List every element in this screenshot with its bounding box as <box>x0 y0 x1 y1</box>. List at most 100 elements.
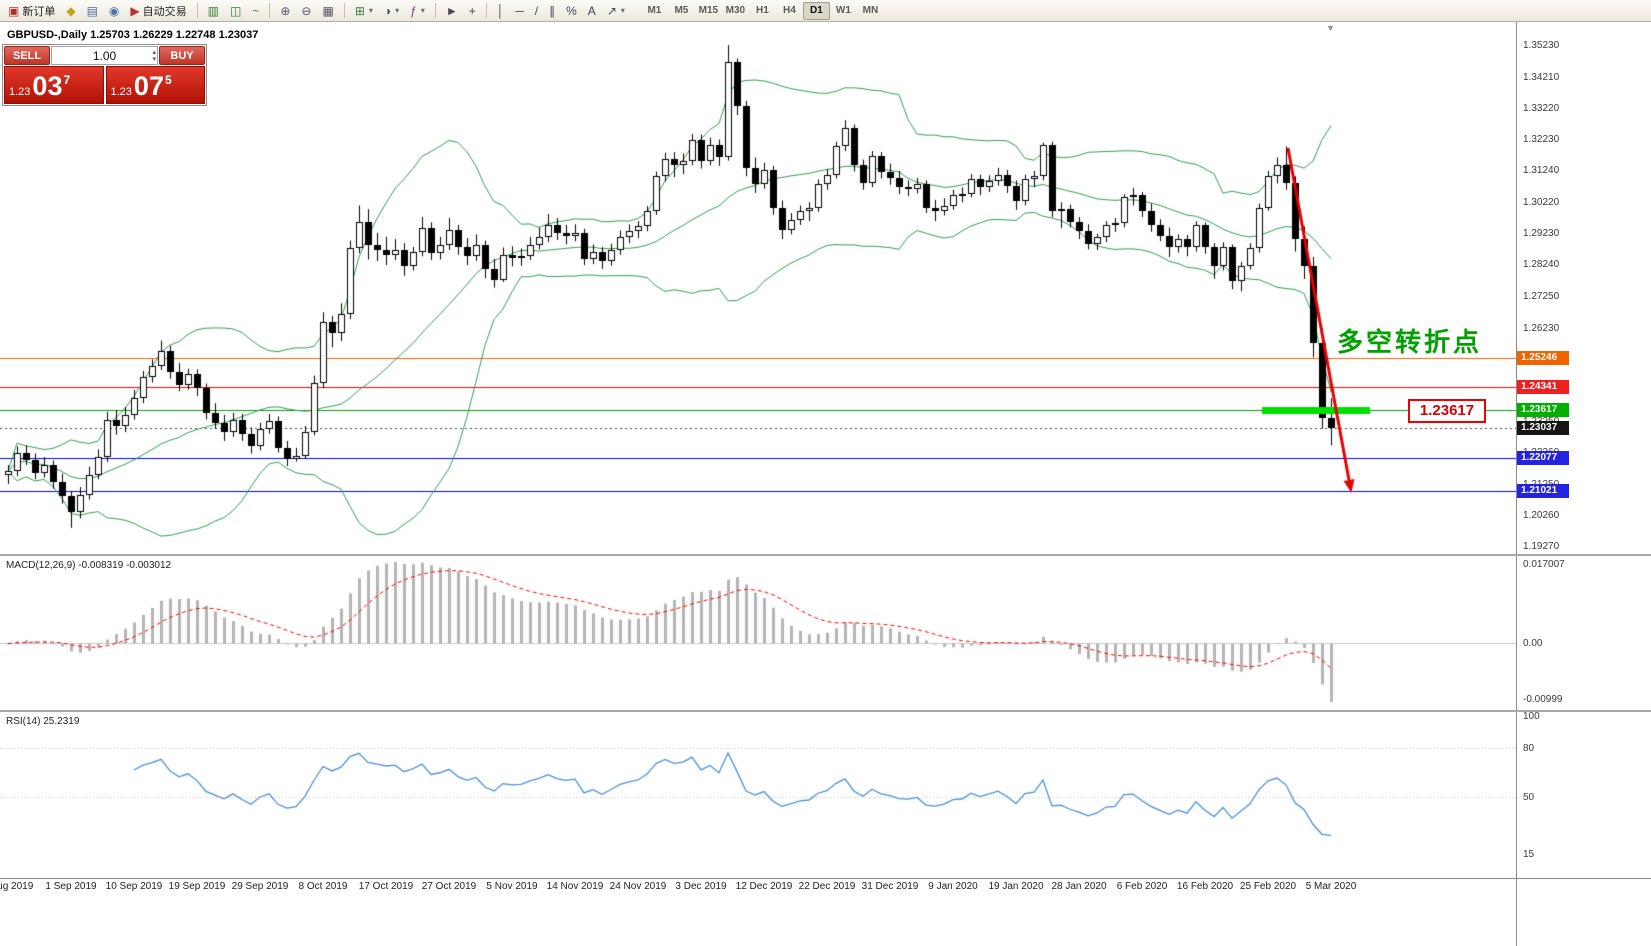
macd-panel-canvas[interactable] <box>0 556 1516 708</box>
navigator-button[interactable]: ◉ <box>104 1 124 20</box>
vertical-line-button[interactable]: │ <box>492 1 510 20</box>
date-label: 3 Dec 2019 <box>675 881 727 892</box>
panel-separator[interactable] <box>0 554 1651 556</box>
indicators-dropdown-icon[interactable]: ▾ <box>420 6 425 15</box>
horizontal-line-icon: ─ <box>515 3 524 18</box>
timeframe-m1-button[interactable]: M1 <box>641 2 668 20</box>
date-label: 31 Dec 2019 <box>861 881 919 892</box>
rsi-scale-label: 80 <box>1523 743 1535 755</box>
date-label: 8 Oct 2019 <box>298 881 348 892</box>
toolbar-separator <box>485 3 487 18</box>
indicators-icon: ƒ <box>410 3 417 18</box>
main-chart-canvas[interactable] <box>0 22 1516 554</box>
price-scale-label: 1.30220 <box>1523 197 1560 209</box>
spinner-up-icon[interactable]: ▴ <box>152 48 156 56</box>
price-scale-label: 1.27250 <box>1523 290 1560 302</box>
candlestick-chart-button[interactable]: ◫ <box>225 1 246 20</box>
metaeditor-button[interactable]: ◆ <box>61 1 80 20</box>
fibonacci-button[interactable]: % <box>561 1 582 20</box>
new-chart-dropdown-icon[interactable]: ▾ <box>368 6 373 15</box>
rsi-panel-canvas[interactable] <box>0 712 1516 878</box>
horizontal-line-button[interactable]: ─ <box>510 1 529 20</box>
price-level-tag[interactable]: 1.23617 <box>1408 399 1486 423</box>
toolbar-separator <box>343 3 345 18</box>
date-label: 25 Feb 2020 <box>1239 881 1297 892</box>
ask-price-box[interactable]: 1.23 07 5 <box>105 66 205 104</box>
date-label: 14 Nov 2019 <box>546 881 604 892</box>
zoom-in-button[interactable]: ⊕ <box>275 1 295 20</box>
chart-area[interactable]: 1.35230 1.34210 1.33220 1.32230 1.31240 1.302… <box>0 22 1651 946</box>
date-label: 9 Jan 2020 <box>928 881 978 892</box>
autotrading-icon: ▶ <box>130 3 140 18</box>
new-order-icon: ▣ <box>8 3 20 18</box>
ask-prefix: 1.23 <box>110 86 132 98</box>
axis-separator <box>0 878 1651 879</box>
price-scale-label: 1.28240 <box>1523 259 1560 271</box>
one-click-header: SELL 1.00 ▴ ▾ BUY <box>4 46 205 65</box>
timeframe-m15-button[interactable]: M15 <box>695 2 722 20</box>
toolbar: ▣ 新订单 ◆ ▤ ◉ ▶ 自动交易 ▥ ◫ ~ ⊕ ⊖ ▦ ⊞ ▾ ◑ ▾ ƒ ▾ ► + │ ─ / ∥% A ↗ ▾ M1 M5 M1… <box>0 0 1651 22</box>
navigator-icon: ◉ <box>108 3 120 18</box>
text-label-button[interactable]: A <box>583 1 601 20</box>
bid-big-figure: 03 <box>32 71 63 101</box>
equidistant-channel-button[interactable]: ∥ <box>544 1 560 20</box>
toolbar-separator <box>434 3 436 18</box>
trend-line-button[interactable]: / <box>530 1 543 20</box>
timeframe-d1-button[interactable]: D1 <box>802 1 830 20</box>
sell-button[interactable]: SELL <box>4 46 50 65</box>
timeframe-m5-button[interactable]: M5 <box>668 2 695 20</box>
equidistant-channel-icon: ∥ <box>549 3 556 18</box>
bid-price-box[interactable]: 1.23 03 7 <box>4 66 104 104</box>
timeframe-m30-button[interactable]: M30 <box>722 2 749 20</box>
line-chart-icon: ~ <box>252 3 260 18</box>
profiles-icon: ◑ <box>383 3 392 18</box>
arrow-objects-icon: ↗ <box>606 3 617 18</box>
crosshair-button[interactable]: + <box>464 1 481 20</box>
turning-point-annotation: 多空转折点 <box>1337 327 1483 357</box>
timeframe-mn-button[interactable]: MN <box>857 2 884 20</box>
tile-windows-button[interactable]: ▦ <box>317 1 338 20</box>
toolbar-separator <box>196 3 198 18</box>
price-scale-label: 1.26230 <box>1523 322 1560 334</box>
timeframe-h4-button[interactable]: H4 <box>776 2 803 20</box>
bar-chart-button[interactable]: ▥ <box>203 1 224 20</box>
time-axis[interactable]: 2 Aug 2019 1 Sep 2019 10 Sep 2019 19 Sep 20… <box>0 881 1516 897</box>
timeframe-w1-button[interactable]: W1 <box>830 2 857 20</box>
date-label: 19 Sep 2019 <box>168 881 226 892</box>
price-badge: 1.23617 <box>1517 403 1569 417</box>
macd-indicator-label: MACD(12,26,9) -0.008319 -0.003012 <box>6 560 172 571</box>
panel-separator[interactable] <box>0 710 1651 712</box>
date-label: 19 Jan 2020 <box>988 881 1044 892</box>
bid-pip-digit: 7 <box>63 73 71 87</box>
indicators-button[interactable]: ƒ ▾ <box>405 1 430 20</box>
rsi-indicator-label: RSI(14) 25.2319 <box>6 716 80 727</box>
market-watch-button[interactable]: ▤ <box>82 1 103 20</box>
zoom-out-button[interactable]: ⊖ <box>296 1 316 20</box>
price-scale-label: 1.35230 <box>1523 40 1560 52</box>
arrow-objects-button[interactable]: ↗ ▾ <box>602 1 630 20</box>
new-order-button[interactable]: ▣ 新订单 <box>3 1 60 20</box>
volume-input[interactable]: 1.00 ▴ ▾ <box>51 46 158 65</box>
new-chart-button[interactable]: ⊞ ▾ <box>350 1 378 20</box>
price-scale[interactable]: 1.35230 1.34210 1.33220 1.32230 1.31240 1.302… <box>1516 22 1651 946</box>
chart-shift-marker-icon[interactable]: ▼ <box>1326 23 1335 33</box>
profiles-button[interactable]: ◑ ▾ <box>379 1 404 20</box>
date-label: 10 Sep 2019 <box>105 881 163 892</box>
buy-button[interactable]: BUY <box>159 46 205 65</box>
arrow-objects-dropdown-icon[interactable]: ▾ <box>620 6 625 15</box>
cursor-button[interactable]: ► <box>441 1 463 20</box>
spinner-down-icon[interactable]: ▾ <box>152 55 156 63</box>
one-click-trading-panel: SELL 1.00 ▴ ▾ BUY 1.23 03 7 1.23 07 5 <box>2 44 207 106</box>
volume-spinner[interactable]: ▴ ▾ <box>152 47 156 64</box>
timeframe-h1-button[interactable]: H1 <box>749 2 776 20</box>
price-badge: 1.24341 <box>1517 380 1569 394</box>
autotrading-button[interactable]: ▶ 自动交易 <box>125 1 191 20</box>
line-chart-button[interactable]: ~ <box>247 1 264 20</box>
toolbar-separator <box>269 3 271 18</box>
price-scale-label: 1.20260 <box>1523 510 1560 521</box>
trend-line-icon: / <box>534 3 539 18</box>
profiles-dropdown-icon[interactable]: ▾ <box>395 6 400 15</box>
price-scale-label: 1.33220 <box>1523 103 1560 115</box>
date-label: 22 Dec 2019 <box>798 881 856 892</box>
